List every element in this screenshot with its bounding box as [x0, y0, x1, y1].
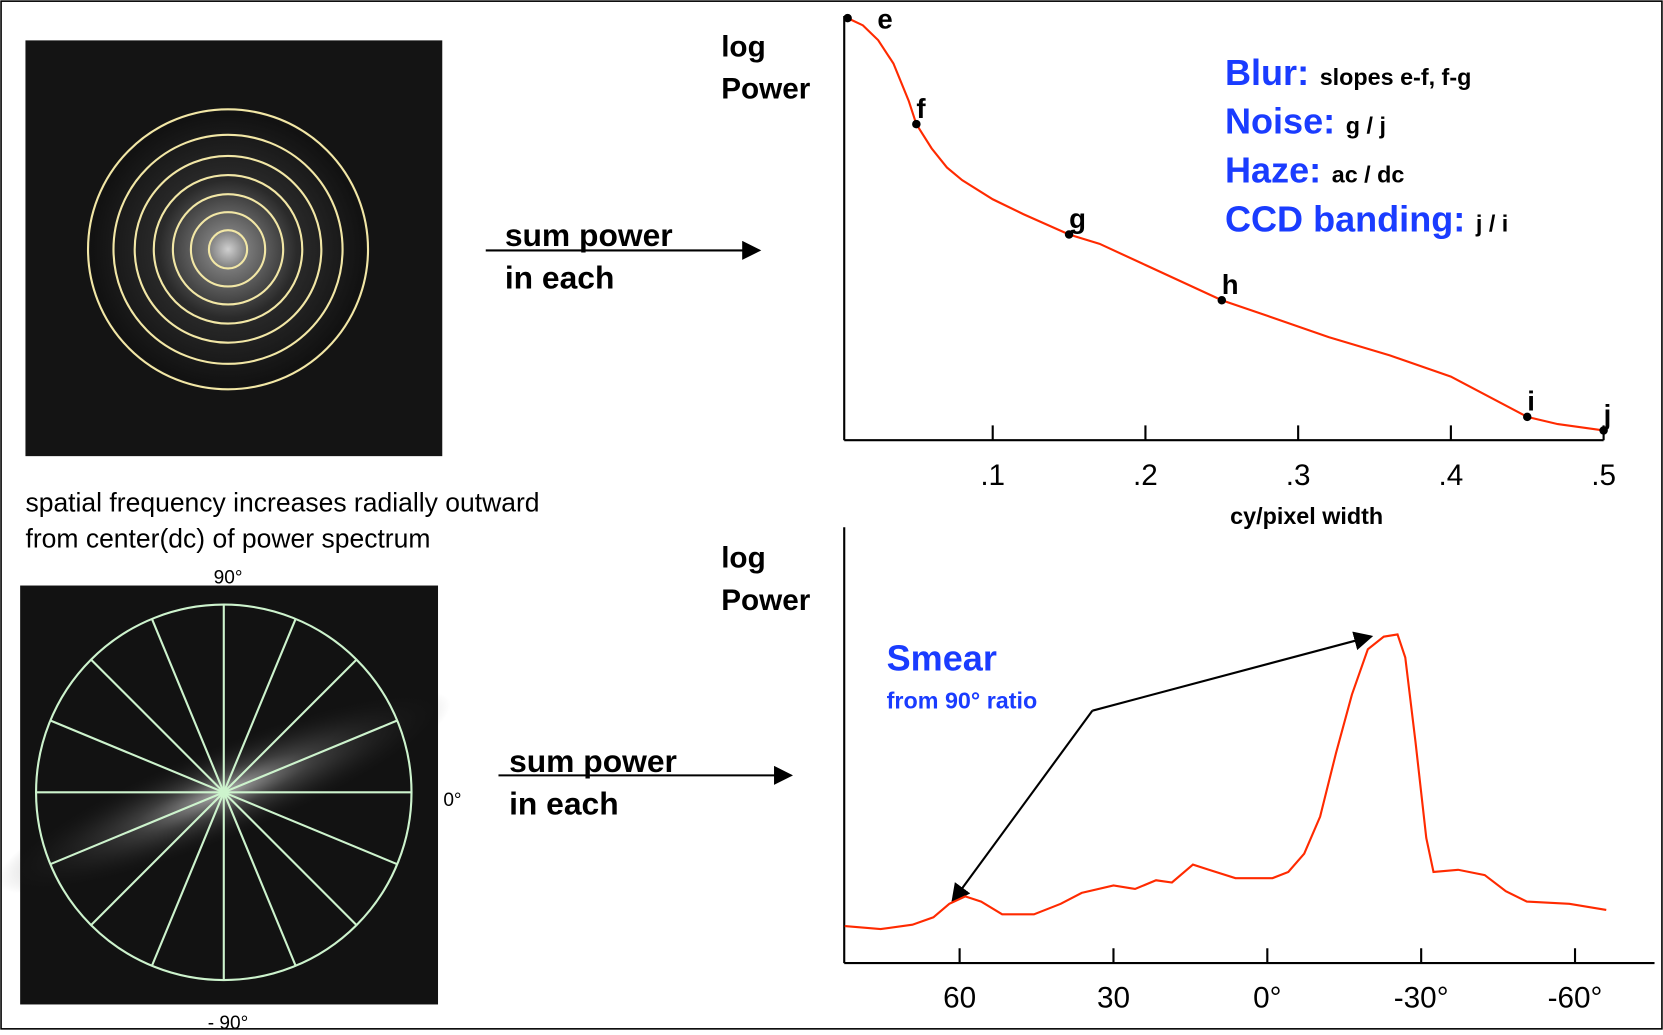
caption: spatial frequency increases radially out…: [25, 487, 539, 517]
x-tick-label: .5: [1591, 459, 1616, 492]
arrow-label: in each: [509, 786, 619, 822]
x-tick-label: .2: [1133, 459, 1158, 492]
point-label: j: [1603, 399, 1612, 430]
angle-label: - 90°: [208, 1013, 249, 1030]
y-axis-label: log: [721, 541, 766, 574]
x-tick-label: 60: [943, 982, 976, 1015]
caption: from center(dc) of power spectrum: [25, 523, 430, 553]
slide: sum power in each spatial frequency incr…: [0, 0, 1663, 1030]
page: { "top": { "arrow_label": ["sum power", …: [0, 0, 1663, 1035]
point-label: e: [877, 4, 892, 35]
x-tick-label: .1: [980, 459, 1005, 492]
legend-detail: ac / dc: [1332, 162, 1405, 188]
y-axis-label: log: [721, 30, 766, 63]
legend-detail: slopes e-f, f-g: [1320, 64, 1472, 90]
legend-detail: j / i: [1475, 210, 1508, 236]
x-tick-label: 0°: [1253, 982, 1281, 1015]
x-tick-label: .3: [1286, 459, 1311, 492]
annotation-text: from 90° ratio: [887, 688, 1038, 714]
legend-term: Noise:: [1225, 101, 1335, 142]
x-axis-label: wedge angle: [1236, 1026, 1377, 1030]
arrow-label: in each: [505, 260, 615, 296]
x-tick-label: -30°: [1394, 982, 1449, 1015]
x-tick-label: 30: [1097, 982, 1130, 1015]
x-tick-label: -60°: [1548, 982, 1603, 1015]
y-axis-label: Power: [721, 584, 811, 617]
point-label: f: [916, 93, 926, 124]
legend-term: CCD banding:: [1225, 198, 1465, 239]
legend-term: Haze:: [1225, 150, 1321, 191]
point-label: h: [1222, 269, 1239, 300]
point: [843, 14, 851, 22]
x-axis-label: cy/pixel width: [1230, 503, 1383, 529]
x-tick-label: .4: [1438, 459, 1463, 492]
wedge-image: [0, 586, 468, 1005]
annotation-title: Smear: [887, 637, 997, 678]
y-axis-label: Power: [721, 73, 811, 106]
legend-term: Blur:: [1225, 52, 1309, 93]
arrow-label: sum power: [509, 743, 677, 779]
point-label: g: [1069, 203, 1086, 234]
angle-label: 0°: [443, 790, 461, 811]
arrow-label: sum power: [505, 217, 673, 253]
angle-label: 90°: [214, 567, 243, 588]
spectrum-image: [25, 40, 442, 456]
legend-detail: g / j: [1346, 113, 1386, 139]
point-label: i: [1527, 386, 1535, 417]
